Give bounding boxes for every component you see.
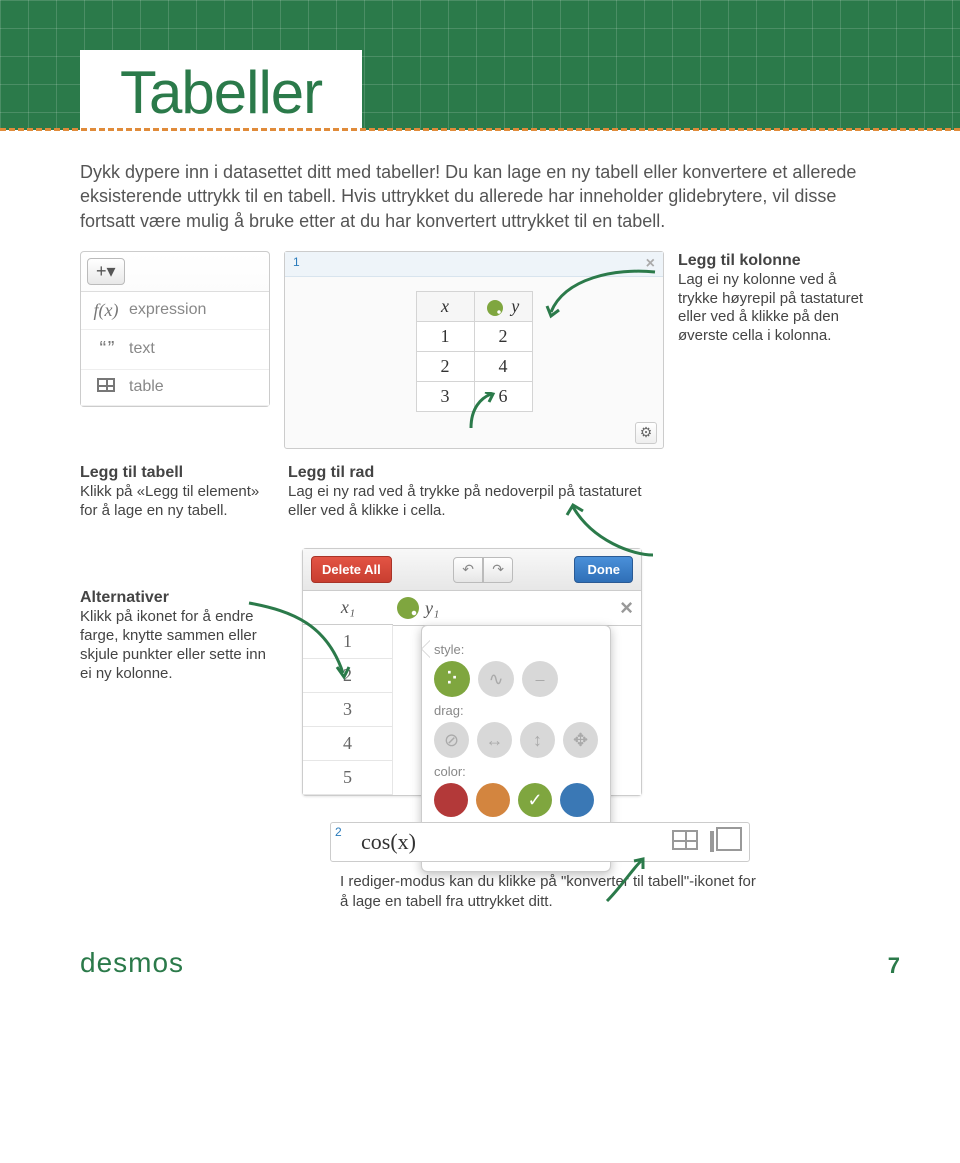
- add-item-button[interactable]: +▾: [87, 258, 125, 285]
- undo-button[interactable]: ↶: [453, 557, 483, 583]
- callout-title: Alternativer: [80, 589, 169, 606]
- cell[interactable]: 2: [416, 351, 474, 381]
- drag-y-icon[interactable]: ↕: [520, 722, 555, 758]
- page-number: 7: [888, 953, 900, 979]
- cell[interactable]: 2: [303, 659, 393, 693]
- fx-icon: f(x): [93, 300, 119, 321]
- delete-all-button[interactable]: Delete All: [311, 556, 392, 583]
- arrow-column: [545, 268, 665, 328]
- header-band: Tabeller: [0, 0, 960, 130]
- color-swatch[interactable]: [560, 783, 594, 817]
- callout-table: Legg til tabell Klikk på «Legg til eleme…: [80, 463, 270, 521]
- add-menu-screenshot: +▾ f(x) expression “ ” text table: [80, 251, 270, 407]
- color-swatch[interactable]: [476, 783, 510, 817]
- col-header-x1[interactable]: x₁: [303, 591, 393, 625]
- cell[interactable]: 3: [303, 693, 393, 727]
- intro-text: Dykk dypere inn i datasettet ditt med ta…: [80, 160, 880, 233]
- color-label: color:: [434, 764, 598, 779]
- callout-body: Klikk på «Legg til element» for å lage e…: [80, 483, 259, 519]
- col-header-y[interactable]: y: [474, 291, 532, 321]
- style-label: style:: [434, 642, 598, 657]
- done-button[interactable]: Done: [574, 556, 633, 583]
- table-icon: [93, 378, 119, 397]
- brand-logo: desmos: [80, 947, 184, 979]
- drag-x-icon[interactable]: ↔: [477, 722, 512, 758]
- row-index: 2: [335, 825, 342, 839]
- color-swatch[interactable]: [434, 783, 468, 817]
- cell[interactable]: 3: [416, 381, 474, 411]
- callout-title: Legg til tabell: [80, 464, 183, 481]
- drag-row: ⊘ ↔ ↕ ✥: [434, 722, 598, 758]
- style-line-icon[interactable]: ∿: [478, 661, 514, 697]
- menu-item-label: expression: [129, 301, 206, 319]
- cell[interactable]: 4: [474, 351, 532, 381]
- menu-item-label: text: [129, 340, 155, 358]
- cell[interactable]: 1: [303, 625, 393, 659]
- color-dot-icon[interactable]: [397, 597, 419, 619]
- row-2: Legg til tabell Klikk på «Legg til eleme…: [80, 463, 880, 521]
- page-title: Tabeller: [80, 50, 362, 131]
- style-connected-icon[interactable]: ⎯: [522, 661, 558, 697]
- col-header-x[interactable]: x: [416, 291, 474, 321]
- footer: desmos 7: [0, 931, 960, 1003]
- drag-xy-icon[interactable]: ✥: [563, 722, 598, 758]
- callout-title: Legg til rad: [288, 464, 374, 481]
- options-toolbar: Delete All ↶ ↷ Done: [303, 549, 641, 591]
- cell[interactable]: 5: [303, 761, 393, 795]
- cell[interactable]: 2: [474, 321, 532, 351]
- drag-label: drag:: [434, 703, 598, 718]
- gear-icon[interactable]: ⚙: [635, 422, 657, 444]
- color-swatch-active[interactable]: ✓: [518, 783, 552, 817]
- x-column: x₁ 1 2 3 4 5: [303, 591, 393, 795]
- mini-table: x y 12 24 36: [416, 291, 533, 412]
- menu-item-text[interactable]: “ ” text: [81, 330, 269, 370]
- callout-options: Alternativer Klikk på ikonet for å endre…: [80, 548, 280, 683]
- callout-row: Legg til rad Lag ei ny rad ved å trykke …: [288, 463, 668, 521]
- options-section: Alternativer Klikk på ikonet for å endre…: [80, 548, 880, 796]
- callout-body: Lag ei ny kolonne ved å trykke høyrepil …: [678, 271, 863, 344]
- callout-body: Lag ei ny rad ved å trykke på nedoverpil…: [288, 483, 642, 519]
- menu-item-expression[interactable]: f(x) expression: [81, 292, 269, 330]
- table-index: 1: [293, 255, 300, 273]
- cell[interactable]: 1: [416, 321, 474, 351]
- close-icon[interactable]: ×: [620, 595, 633, 621]
- menu-item-label: table: [129, 378, 164, 396]
- convert-caption: I rediger-modus kan du klikke på "konver…: [340, 872, 760, 911]
- convert-screenshot: 2 cos(x) ×: [330, 822, 750, 862]
- menu-item-table[interactable]: table: [81, 370, 269, 406]
- convert-to-table-icon[interactable]: [672, 830, 698, 855]
- col-header-y1[interactable]: y₁: [393, 591, 641, 626]
- cell[interactable]: 6: [474, 381, 532, 411]
- color-dot-icon: [487, 300, 503, 316]
- callout-title: Legg til kolonne: [678, 252, 801, 269]
- close-icon[interactable]: ×: [646, 255, 655, 273]
- content: Dykk dypere inn i datasettet ditt med ta…: [0, 130, 960, 931]
- undo-redo-group: ↶ ↷: [453, 557, 513, 583]
- options-screenshot: Delete All ↶ ↷ Done × x₁ 1 2 3 4 5: [302, 548, 642, 796]
- style-row: ⠕ ∿ ⎯: [434, 661, 598, 697]
- callout-column: Legg til kolonne Lag ei ny kolonne ved å…: [678, 251, 873, 346]
- drag-none-icon[interactable]: ⊘: [434, 722, 469, 758]
- style-points-icon[interactable]: ⠕: [434, 661, 470, 697]
- quotes-icon: “ ”: [93, 338, 119, 361]
- duplicate-icon[interactable]: [710, 833, 714, 851]
- row-1: +▾ f(x) expression “ ” text table 1: [80, 251, 880, 449]
- table-screenshot: 1 × x y 12 24 36 ⚙: [284, 251, 664, 449]
- cell[interactable]: 4: [303, 727, 393, 761]
- expression-text[interactable]: cos(x): [341, 829, 660, 855]
- redo-button[interactable]: ↷: [483, 557, 513, 583]
- callout-body: Klikk på ikonet for å endre farge, knytt…: [80, 608, 266, 681]
